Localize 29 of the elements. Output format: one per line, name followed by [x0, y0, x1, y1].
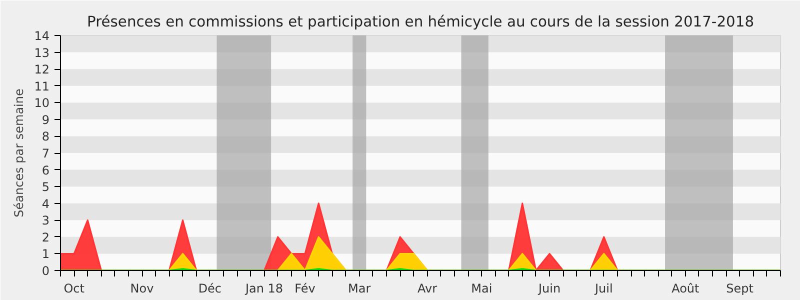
x-tick-label: Jan 18 — [244, 282, 284, 296]
x-tick-label: Août — [672, 282, 700, 296]
x-tick-label: Fév — [294, 282, 316, 296]
x-tick-label: Oct — [64, 282, 85, 296]
x-tick-label: Mar — [348, 282, 371, 296]
x-tick-label: Avr — [418, 282, 438, 296]
y-tick-label: 12 — [34, 62, 50, 77]
y-tick-label: 0 — [42, 264, 50, 278]
y-axis-title: Séances par semaine — [12, 88, 26, 218]
y-tick-label: 6 — [42, 163, 50, 178]
x-tick-label: Juil — [594, 282, 613, 296]
x-tick-label: Nov — [130, 282, 154, 296]
y-tick-label: 8 — [42, 130, 50, 144]
x-tick-label: Sept — [726, 282, 754, 296]
y-tick-label: 4 — [42, 196, 50, 211]
y-tick-label: 3 — [42, 214, 50, 228]
y-tick-label: 14 — [34, 29, 50, 43]
y-tick-label: 2 — [42, 230, 50, 244]
y-tick-label: 1 — [42, 247, 50, 262]
y-tick-label: 10 — [34, 96, 50, 110]
y-tick-label: 11 — [34, 79, 50, 94]
y-tick-label: 9 — [42, 112, 50, 127]
y-tick-label: 7 — [42, 146, 50, 160]
x-tick-label: Déc — [198, 282, 222, 296]
x-tick-label: Juin — [538, 282, 561, 296]
y-tick-label: 13 — [34, 46, 50, 60]
x-tick-label: Mai — [471, 282, 492, 296]
chart-title: Présences en commissions et participation en hémicycle au cours de la session 2017-2018 — [86, 14, 754, 30]
y-tick-label: 5 — [42, 180, 50, 194]
